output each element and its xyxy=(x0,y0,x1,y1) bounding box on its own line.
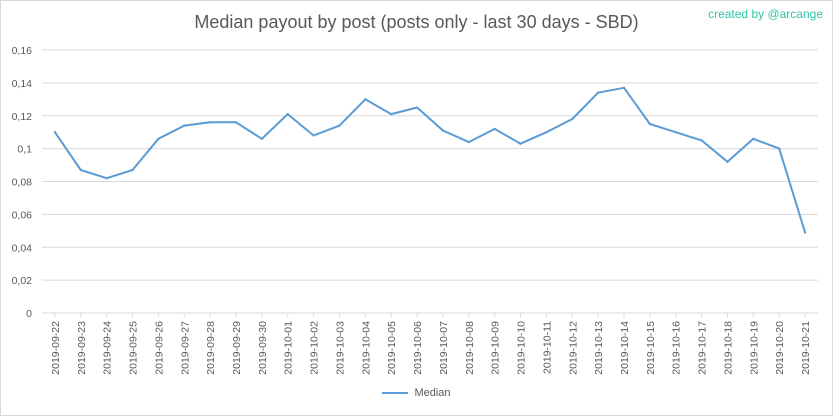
data-point xyxy=(312,134,315,137)
series-line-median xyxy=(54,86,807,233)
data-point xyxy=(364,98,367,101)
x-tick-label: 2019-10-15 xyxy=(645,321,657,375)
y-tick-label: 0,02 xyxy=(12,275,33,287)
legend-swatch-median xyxy=(382,392,409,394)
data-point xyxy=(622,86,626,90)
data-point xyxy=(493,127,496,131)
data-point xyxy=(700,139,703,142)
x-tick-label: 2019-10-21 xyxy=(800,321,812,375)
x-tick-label: 2019-10-03 xyxy=(334,321,346,375)
x-tick-label: 2019-10-14 xyxy=(619,321,631,375)
x-tick-label: 2019-10-09 xyxy=(490,321,502,375)
data-point xyxy=(674,130,677,134)
y-tick-label: 0,04 xyxy=(12,242,33,254)
data-point xyxy=(519,142,522,145)
data-point xyxy=(415,106,419,109)
data-point xyxy=(234,121,238,124)
data-point xyxy=(390,112,393,116)
x-tick-label: 2019-09-24 xyxy=(102,321,114,375)
data-point xyxy=(157,137,160,140)
data-point xyxy=(778,147,781,150)
credit-label: created by @arcange xyxy=(708,7,823,21)
gridlines xyxy=(42,49,818,314)
x-tick-label: 2019-09-22 xyxy=(50,321,62,375)
x-axis-ticks: 2019-09-22 2019-09-23 2019-09-24 2019-09-25… xyxy=(50,313,812,375)
x-tick-label: 2019-09-23 xyxy=(76,321,88,375)
x-tick-label: 2019-10-18 xyxy=(722,321,734,375)
data-point xyxy=(208,121,212,124)
y-tick-label: 0,06 xyxy=(12,209,33,221)
data-point xyxy=(571,117,574,121)
x-tick-label: 2019-10-11 xyxy=(541,321,553,374)
chart-title: Median payout by post (posts only - last… xyxy=(194,12,639,32)
data-point xyxy=(441,129,445,132)
y-tick-label: 0,08 xyxy=(12,177,33,189)
x-tick-label: 2019-09-27 xyxy=(179,321,191,375)
x-tick-label: 2019-10-17 xyxy=(697,321,709,375)
y-tick-label: 0,14 xyxy=(12,78,33,90)
y-tick-label: 0 xyxy=(26,308,32,320)
x-tick-label: 2019-10-20 xyxy=(774,321,786,375)
x-tick-label: 2019-10-19 xyxy=(748,321,760,375)
data-point xyxy=(648,122,652,126)
data-point xyxy=(79,168,83,172)
x-tick-label: 2019-10-07 xyxy=(438,321,450,375)
data-point xyxy=(183,124,186,127)
data-point xyxy=(131,168,134,172)
x-tick-label: 2019-10-01 xyxy=(283,321,295,375)
data-point xyxy=(726,160,729,163)
data-point xyxy=(467,140,470,144)
data-point xyxy=(596,91,600,94)
x-tick-label: 2019-10-13 xyxy=(593,321,605,375)
data-point xyxy=(803,231,807,234)
x-tick-label: 2019-09-30 xyxy=(257,321,269,375)
y-axis-ticks: 0 0,02 0,04 0,06 0,08 0,1 0,12 0,14 0,16 xyxy=(12,45,33,320)
data-point xyxy=(752,137,755,140)
data-point xyxy=(286,112,289,116)
data-point xyxy=(545,130,548,134)
y-tick-label: 0,12 xyxy=(12,111,33,123)
y-tick-label: 0,16 xyxy=(12,45,33,57)
x-tick-label: 2019-10-10 xyxy=(516,321,528,375)
x-tick-label: 2019-09-29 xyxy=(231,321,243,375)
data-point xyxy=(105,177,108,180)
x-tick-label: 2019-10-16 xyxy=(671,321,683,375)
x-tick-label: 2019-10-12 xyxy=(567,321,579,375)
x-tick-label: 2019-09-25 xyxy=(128,321,140,375)
y-tick-label: 0,1 xyxy=(17,144,32,156)
legend-label-median: Median xyxy=(414,387,451,399)
series-layer xyxy=(53,86,807,234)
x-tick-label: 2019-09-26 xyxy=(153,321,165,375)
legend: Median xyxy=(0,387,833,399)
x-tick-label: 2019-10-05 xyxy=(386,321,398,375)
x-tick-label: 2019-10-04 xyxy=(360,321,372,375)
x-tick-label: 2019-10-08 xyxy=(464,321,476,375)
data-point xyxy=(260,137,264,140)
data-point xyxy=(53,130,57,134)
data-point xyxy=(338,124,341,127)
x-tick-label: 2019-10-02 xyxy=(309,321,321,375)
x-tick-label: 2019-09-28 xyxy=(205,321,217,375)
x-tick-label: 2019-10-06 xyxy=(412,321,424,375)
